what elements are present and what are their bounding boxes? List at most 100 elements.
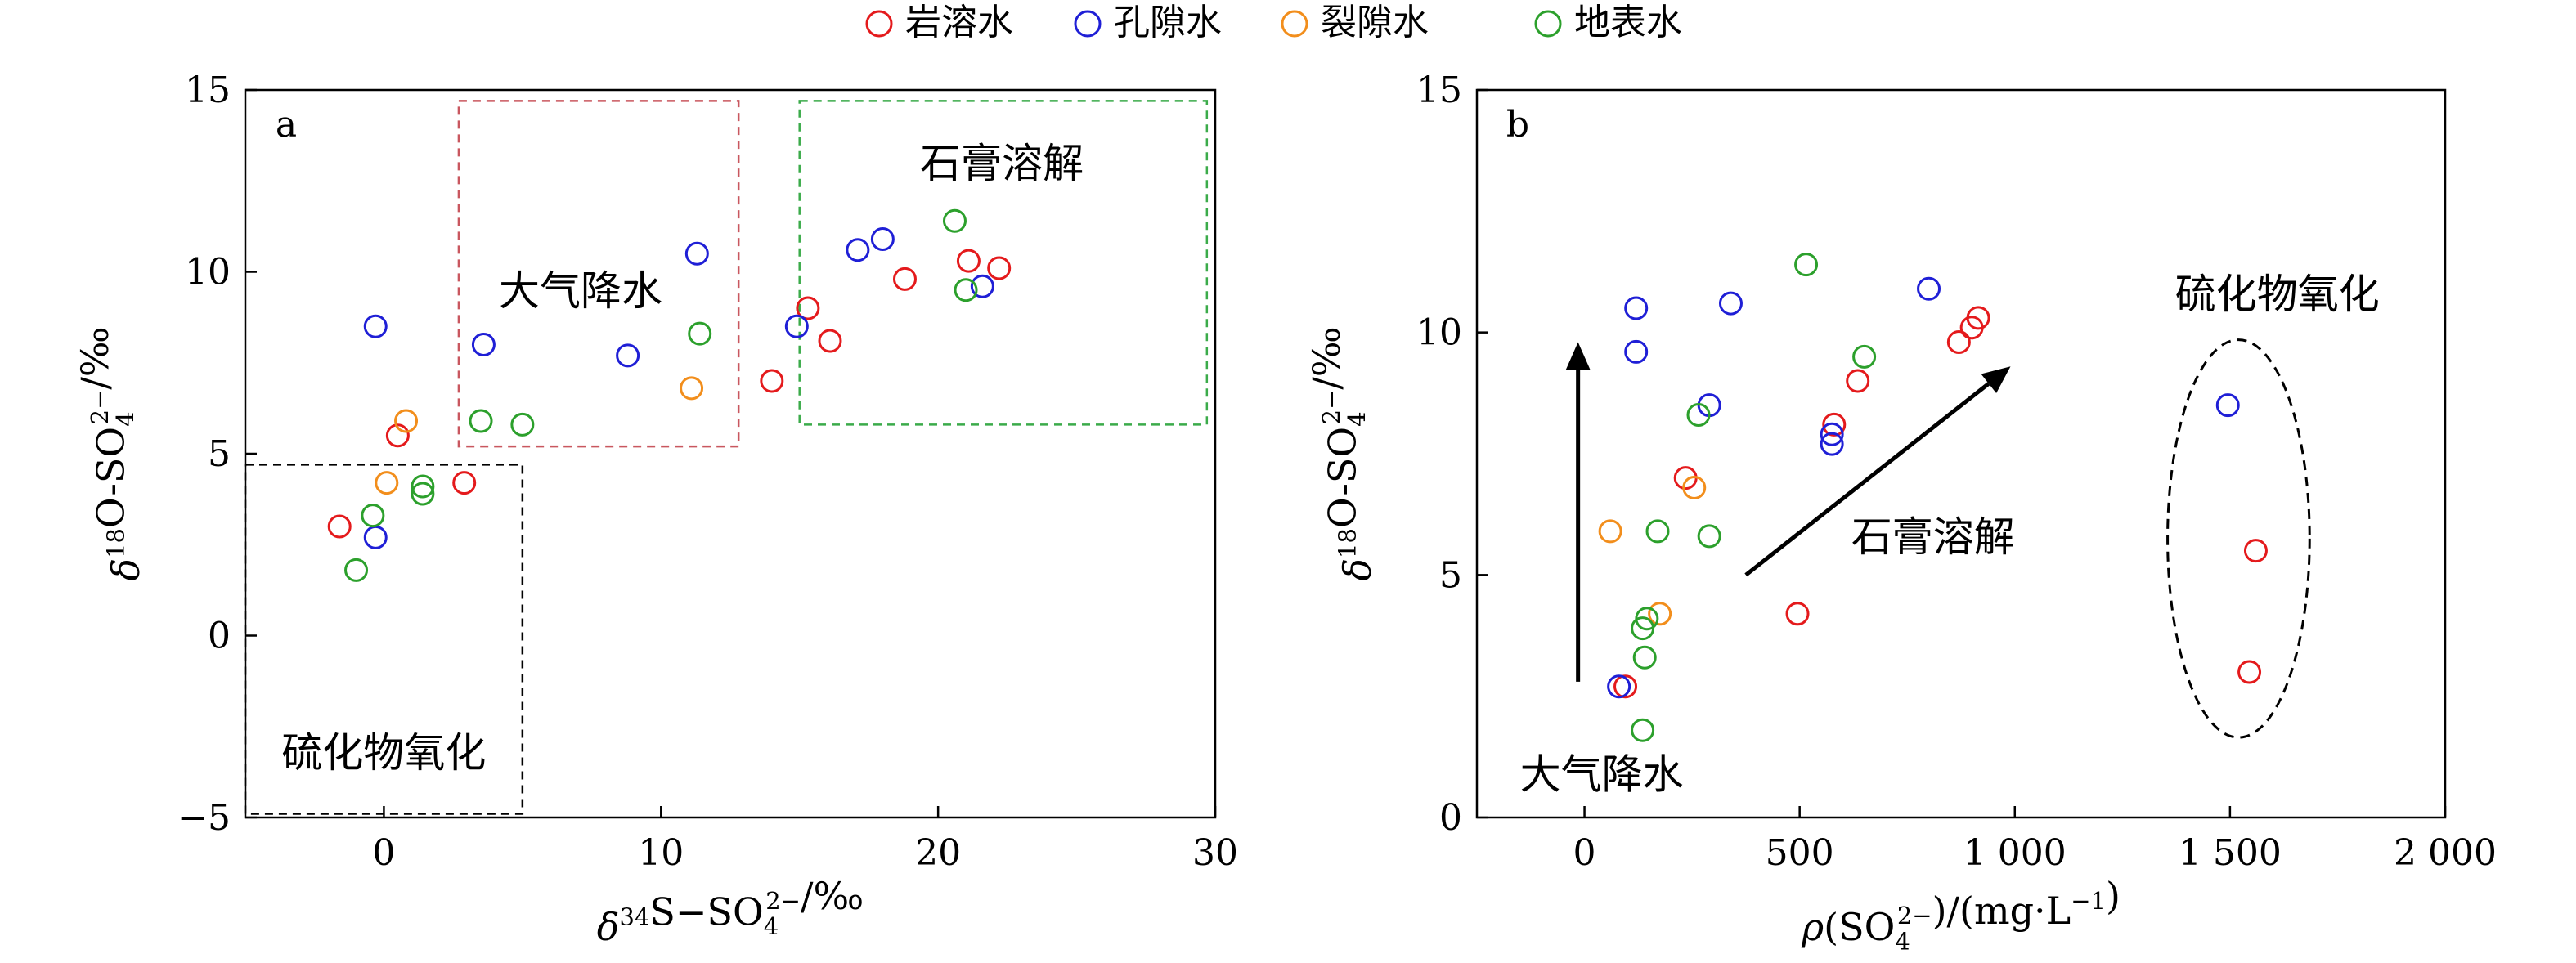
point-4-4 bbox=[1635, 607, 1659, 631]
point-1-5 bbox=[1846, 369, 1870, 393]
point-1-6 bbox=[1946, 330, 1971, 355]
y-tick-label: 5 bbox=[208, 433, 231, 475]
point-2-8 bbox=[1917, 276, 1941, 301]
point-1-6 bbox=[818, 329, 842, 353]
point-1-8 bbox=[956, 249, 981, 273]
point-4-1 bbox=[344, 558, 369, 582]
point-4-9 bbox=[954, 278, 978, 302]
point-4-3 bbox=[411, 474, 435, 499]
point-2-8 bbox=[870, 226, 895, 251]
point-1-1 bbox=[327, 514, 352, 539]
point-1-8 bbox=[1966, 306, 1990, 330]
point-2-6 bbox=[784, 314, 809, 338]
point-4-3 bbox=[1632, 645, 1657, 670]
x-tick-label: 500 bbox=[1766, 832, 1834, 874]
point-2-1 bbox=[363, 314, 388, 338]
point-1-10 bbox=[2237, 660, 2262, 684]
x-tick-label: 1 000 bbox=[1963, 832, 2067, 874]
annotation-arrowhead-2 bbox=[1981, 366, 2011, 394]
point-4-8 bbox=[1794, 253, 1819, 277]
region-box-3 bbox=[244, 464, 524, 815]
x-tick-label: 2 000 bbox=[2394, 832, 2497, 874]
point-4-2 bbox=[361, 504, 385, 528]
y-tick-label: 10 bbox=[1416, 312, 1462, 354]
y-tick-label: 15 bbox=[1416, 69, 1462, 111]
point-1-2 bbox=[385, 423, 410, 448]
point-3-2 bbox=[1648, 602, 1672, 626]
annotation-label-1: 大气降水 bbox=[1520, 751, 1684, 799]
point-2-2 bbox=[1624, 296, 1649, 320]
point-4-5 bbox=[1645, 519, 1670, 544]
legend-marker-1 bbox=[865, 10, 893, 38]
point-4-4 bbox=[411, 482, 435, 506]
point-2-2 bbox=[363, 525, 388, 549]
point-2-5 bbox=[684, 241, 709, 266]
annotation-arrow-2 bbox=[1744, 382, 1990, 577]
point-1-9 bbox=[2243, 539, 2268, 563]
point-1-9 bbox=[987, 256, 1012, 280]
point-3-1 bbox=[1598, 519, 1622, 544]
point-3-1 bbox=[394, 409, 419, 433]
panel-a: 0 10 20 30 −5 0 5 10 15 a δ34S−SO42−/‰ δ18O-SO42−/‰… bbox=[73, 69, 1238, 949]
point-2-6 bbox=[1820, 422, 1844, 446]
point-2-9 bbox=[970, 274, 994, 298]
y-tick-label: 15 bbox=[185, 69, 231, 111]
point-2-7 bbox=[1820, 432, 1844, 456]
region-label-2: 石膏溶解 bbox=[920, 140, 1084, 187]
legend-marker-3 bbox=[1281, 10, 1308, 38]
x-tick-label: 10 bbox=[638, 832, 684, 874]
plot-frame bbox=[244, 88, 1217, 819]
point-4-1 bbox=[1631, 718, 1655, 742]
y-tick-label: −5 bbox=[177, 797, 231, 839]
y-tick-label: 0 bbox=[208, 616, 231, 657]
point-1-3 bbox=[452, 471, 477, 495]
legend-label-4: 地表水 bbox=[1574, 2, 1682, 43]
point-1-4 bbox=[760, 369, 784, 393]
region-label-3: 硫化物氧化 bbox=[281, 729, 486, 777]
y-tick-label: 10 bbox=[185, 252, 231, 293]
legend-label-1: 岩溶水 bbox=[905, 2, 1013, 43]
point-2-1 bbox=[1607, 674, 1631, 699]
x-tick-label: 0 bbox=[1573, 832, 1596, 874]
point-1-1 bbox=[1613, 674, 1638, 699]
point-4-8 bbox=[942, 208, 967, 233]
panel-label: a bbox=[276, 104, 297, 146]
x-axis-title: δ34S−SO42−/‰ bbox=[597, 874, 864, 949]
annotation-arrowhead-1 bbox=[1565, 342, 1591, 370]
point-2-4 bbox=[616, 343, 640, 368]
x-tick-label: 30 bbox=[1192, 832, 1238, 874]
annotation-label-3: 硫化物氧化 bbox=[2175, 271, 2380, 318]
point-1-7 bbox=[892, 267, 917, 291]
point-3-3 bbox=[1682, 476, 1707, 500]
y-axis-title: δ18O-SO42−/‰ bbox=[73, 326, 148, 580]
point-3-3 bbox=[680, 376, 704, 401]
annotation-label-2: 石膏溶解 bbox=[1851, 513, 2015, 561]
point-1-5 bbox=[796, 296, 820, 320]
legend-label-3: 裂隙水 bbox=[1321, 2, 1429, 43]
point-4-9 bbox=[1852, 344, 1877, 369]
region-label-1: 大气降水 bbox=[499, 267, 662, 315]
point-2-9 bbox=[2215, 393, 2240, 418]
x-tick-label: 0 bbox=[372, 832, 395, 874]
legend-marker-4 bbox=[1534, 10, 1562, 38]
plot-frame bbox=[1475, 88, 2447, 819]
point-4-5 bbox=[469, 409, 493, 433]
point-1-3 bbox=[1785, 602, 1810, 626]
point-1-4 bbox=[1822, 412, 1847, 437]
legend-label-2: 孔隙水 bbox=[1114, 2, 1222, 43]
legend-marker-2 bbox=[1074, 10, 1102, 38]
point-4-7 bbox=[688, 321, 712, 346]
panel-label: b bbox=[1506, 104, 1529, 146]
point-4-6 bbox=[510, 412, 535, 437]
point-2-7 bbox=[846, 238, 870, 262]
y-axis-title: δ18O-SO42−/‰ bbox=[1304, 326, 1380, 580]
y-tick-label: 0 bbox=[1439, 797, 1462, 839]
region-box-1 bbox=[457, 100, 740, 448]
point-3-2 bbox=[375, 471, 399, 495]
annotation-ellipse-3 bbox=[2166, 338, 2311, 739]
point-4-7 bbox=[1697, 524, 1721, 549]
point-2-3 bbox=[471, 333, 496, 356]
x-tick-label: 20 bbox=[915, 832, 961, 874]
region-box-2 bbox=[798, 100, 1209, 426]
